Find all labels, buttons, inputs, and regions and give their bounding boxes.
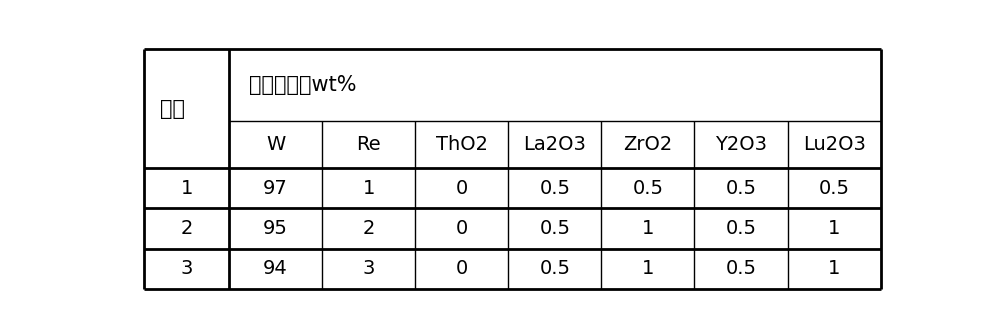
Text: 0.5: 0.5 bbox=[819, 179, 850, 198]
Text: La2O3: La2O3 bbox=[523, 135, 586, 154]
Text: 2: 2 bbox=[181, 219, 193, 238]
Text: 2: 2 bbox=[362, 219, 375, 238]
Text: 0.5: 0.5 bbox=[632, 179, 663, 198]
Text: 0.5: 0.5 bbox=[726, 259, 757, 278]
Text: 编号: 编号 bbox=[160, 98, 185, 119]
Text: 0: 0 bbox=[456, 219, 468, 238]
Text: Re: Re bbox=[356, 135, 381, 154]
Text: 1: 1 bbox=[828, 259, 840, 278]
Text: 0.5: 0.5 bbox=[726, 219, 757, 238]
Text: 97: 97 bbox=[263, 179, 288, 198]
Text: 94: 94 bbox=[263, 259, 288, 278]
Text: 3: 3 bbox=[362, 259, 375, 278]
Text: ThO2: ThO2 bbox=[436, 135, 488, 154]
Text: 0.5: 0.5 bbox=[539, 259, 570, 278]
Text: 1: 1 bbox=[642, 219, 654, 238]
Text: 1: 1 bbox=[362, 179, 375, 198]
Text: 0: 0 bbox=[456, 179, 468, 198]
Text: 95: 95 bbox=[263, 219, 288, 238]
Text: 0.5: 0.5 bbox=[539, 219, 570, 238]
Text: 0.5: 0.5 bbox=[726, 179, 757, 198]
Text: 0.5: 0.5 bbox=[539, 179, 570, 198]
Text: Lu2O3: Lu2O3 bbox=[803, 135, 866, 154]
Text: 材料成分，wt%: 材料成分，wt% bbox=[249, 75, 356, 95]
Text: 3: 3 bbox=[181, 259, 193, 278]
Text: 1: 1 bbox=[828, 219, 840, 238]
Text: 0: 0 bbox=[456, 259, 468, 278]
Text: Y2O3: Y2O3 bbox=[715, 135, 767, 154]
Text: W: W bbox=[266, 135, 285, 154]
Text: ZrO2: ZrO2 bbox=[623, 135, 673, 154]
Text: 1: 1 bbox=[642, 259, 654, 278]
Text: 1: 1 bbox=[181, 179, 193, 198]
